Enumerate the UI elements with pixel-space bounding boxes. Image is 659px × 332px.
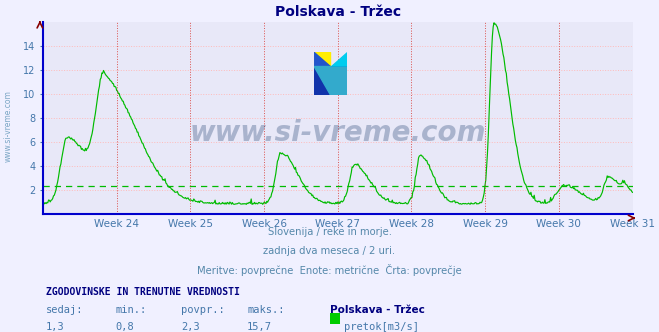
Text: www.si-vreme.com: www.si-vreme.com	[3, 90, 13, 162]
Text: Polskava - Tržec: Polskava - Tržec	[330, 305, 424, 315]
Text: ZGODOVINSKE IN TRENUTNE VREDNOSTI: ZGODOVINSKE IN TRENUTNE VREDNOSTI	[46, 287, 240, 297]
Text: 1,3: 1,3	[46, 322, 65, 332]
Text: Slovenija / reke in morje.: Slovenija / reke in morje.	[268, 227, 391, 237]
Text: Meritve: povprečne  Enote: metrične  Črta: povprečje: Meritve: povprečne Enote: metrične Črta:…	[197, 264, 462, 276]
Text: min.:: min.:	[115, 305, 146, 315]
Bar	[314, 66, 347, 95]
Text: www.si-vreme.com: www.si-vreme.com	[190, 119, 486, 147]
Polygon shape	[314, 52, 330, 66]
Text: 0,8: 0,8	[115, 322, 134, 332]
Text: sedaj:: sedaj:	[46, 305, 84, 315]
Text: zadnja dva meseca / 2 uri.: zadnja dva meseca / 2 uri.	[264, 246, 395, 256]
Title: Polskava - Tržec: Polskava - Tržec	[275, 5, 401, 19]
Bar	[314, 52, 330, 66]
Polygon shape	[314, 66, 347, 95]
Text: povpr.:: povpr.:	[181, 305, 225, 315]
Polygon shape	[330, 66, 347, 95]
Text: 15,7: 15,7	[247, 322, 272, 332]
Text: maks.:: maks.:	[247, 305, 285, 315]
Polygon shape	[330, 52, 347, 66]
Text: 2,3: 2,3	[181, 322, 200, 332]
Text: pretok[m3/s]: pretok[m3/s]	[344, 322, 419, 332]
